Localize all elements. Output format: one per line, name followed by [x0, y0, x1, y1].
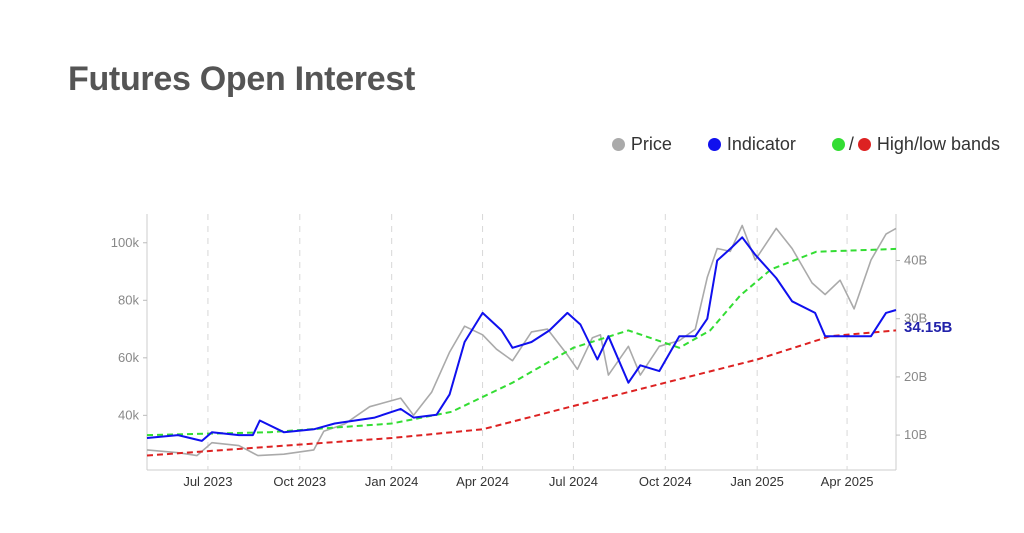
current-value-label: 34.15B [904, 319, 953, 336]
price-swatch-icon [611, 138, 625, 151]
y-right-tick-label: 10B [904, 427, 927, 442]
legend-item-indicator[interactable]: Indicator [707, 134, 796, 155]
y-right-tick-label: 30B [904, 311, 927, 326]
x-tick-label: Jan 2025 [730, 474, 784, 489]
low-band-swatch-icon [857, 138, 871, 151]
legend-item-bands[interactable]: / High/low bands [831, 134, 1000, 155]
y-left-tick-label: 80k [118, 292, 139, 307]
x-tick-label: Oct 2024 [639, 474, 692, 489]
y-right-tick-label: 20B [904, 369, 927, 384]
legend-label-indicator: Indicator [726, 134, 796, 154]
high-band-series-line [146, 247, 897, 437]
x-tick-label: Apr 2024 [456, 474, 509, 489]
x-tick-label: Apr 2025 [821, 474, 874, 489]
x-tick-label: Jul 2023 [183, 474, 232, 489]
y-left-tick-label: 100k [111, 235, 140, 250]
x-tick-label: Jul 2024 [549, 474, 598, 489]
y-left-tick-label: 60k [118, 350, 139, 365]
chart-title: Futures Open Interest [68, 60, 415, 98]
chart-legend: Price Indicator / High/low bands [611, 134, 1000, 155]
high-band-swatch-icon [831, 138, 845, 151]
legend-item-price[interactable]: Price [611, 134, 672, 155]
low-band-series-line [146, 329, 897, 457]
y-left-tick-label: 40k [118, 407, 139, 422]
indicator-swatch-icon [707, 138, 721, 151]
x-tick-label: Oct 2023 [273, 474, 326, 489]
y-right-tick-label: 40B [904, 253, 927, 268]
legend-separator: / [848, 134, 854, 154]
legend-label-bands: High/low bands [876, 134, 1000, 154]
x-tick-label: Jan 2024 [365, 474, 419, 489]
indicator-series-line [146, 236, 897, 442]
legend-label-price: Price [630, 134, 672, 154]
